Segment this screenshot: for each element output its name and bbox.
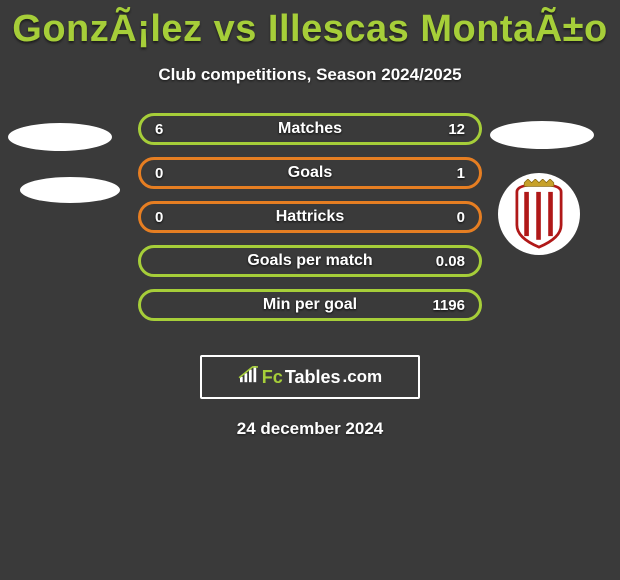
subtitle: Club competitions, Season 2024/2025 — [0, 65, 620, 85]
brand-link[interactable]: FcTables.com — [200, 355, 420, 399]
bar-chart-icon — [238, 366, 260, 389]
stat-left-value: 6 — [155, 121, 163, 138]
page-title: GonzÃ¡lez vs Illescas MontaÃ±o — [0, 0, 620, 51]
stat-right-value: 0 — [457, 209, 465, 226]
stat-label: Matches — [141, 120, 479, 138]
stat-row-goals-per-match: Goals per match 0.08 — [138, 245, 482, 277]
brand-fc: Fc — [262, 367, 283, 388]
stats-area: 6 Matches 12 0 Goals 1 0 Hattricks 0 Goa… — [0, 123, 620, 343]
stat-row-hattricks: 0 Hattricks 0 — [138, 201, 482, 233]
brand-tables: Tables — [285, 367, 341, 388]
club-crest — [498, 173, 580, 255]
club-crest-icon — [511, 179, 567, 249]
date-label: 24 december 2024 — [0, 419, 620, 439]
stat-row-goals: 0 Goals 1 — [138, 157, 482, 189]
stat-rows: 6 Matches 12 0 Goals 1 0 Hattricks 0 Goa… — [138, 113, 482, 333]
stat-label: Min per goal — [141, 296, 479, 314]
player-left-photo-placeholder-1 — [8, 123, 112, 151]
stat-left-value: 0 — [155, 209, 163, 226]
stat-right-value: 1196 — [432, 297, 465, 314]
infographic-container: GonzÃ¡lez vs Illescas MontaÃ±o Club comp… — [0, 0, 620, 580]
stat-label: Goals — [141, 164, 479, 182]
stat-label: Hattricks — [141, 208, 479, 226]
stat-right-value: 0.08 — [436, 253, 465, 270]
brand-com: .com — [343, 367, 383, 387]
stat-label: Goals per match — [141, 252, 479, 270]
player-right-photo-placeholder — [490, 121, 594, 149]
player-left-photo-placeholder-2 — [20, 177, 120, 203]
stat-left-value: 0 — [155, 165, 163, 182]
stat-right-value: 12 — [448, 121, 465, 138]
stat-right-value: 1 — [457, 165, 465, 182]
stat-row-min-per-goal: Min per goal 1196 — [138, 289, 482, 321]
stat-row-matches: 6 Matches 12 — [138, 113, 482, 145]
